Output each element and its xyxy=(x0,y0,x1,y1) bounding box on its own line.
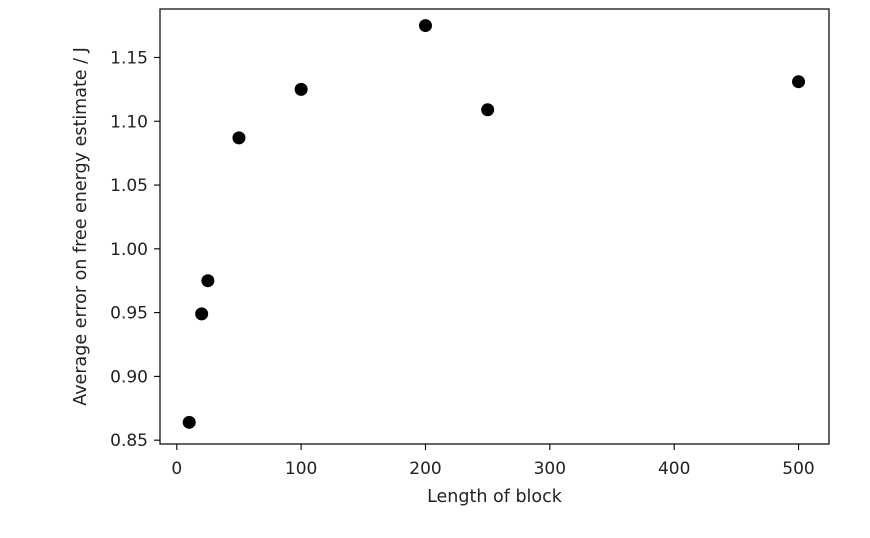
y-tick-label: 1.15 xyxy=(110,48,148,68)
y-tick-label: 1.00 xyxy=(110,240,148,260)
data-points xyxy=(182,19,806,429)
data-point xyxy=(195,307,209,321)
data-point xyxy=(792,75,806,89)
y-tick-label: 1.10 xyxy=(110,112,148,132)
data-point xyxy=(294,82,308,96)
y-tick-label: 1.05 xyxy=(110,176,148,196)
y-tick-label: 0.85 xyxy=(110,431,148,451)
plot-area xyxy=(159,8,830,445)
x-axis-label: Length of block xyxy=(427,487,563,507)
x-tick-label: 0 xyxy=(171,459,182,479)
data-point xyxy=(418,19,432,33)
x-axis-ticks: 0 100 200 300 400 500 xyxy=(171,444,815,479)
x-tick-label: 300 xyxy=(534,459,566,479)
data-point xyxy=(481,103,495,117)
x-tick-label: 400 xyxy=(658,459,690,479)
x-tick-label: 200 xyxy=(409,459,441,479)
y-tick-label: 0.95 xyxy=(110,304,148,324)
y-tick-label: 0.90 xyxy=(110,367,148,387)
x-tick-label: 100 xyxy=(285,459,317,479)
data-point xyxy=(232,131,246,145)
y-axis-ticks: 0.85 0.90 0.95 1.00 1.05 1.10 1.15 xyxy=(110,48,160,451)
x-tick-label: 500 xyxy=(782,459,814,479)
data-point xyxy=(201,274,215,288)
plot-frame xyxy=(159,8,830,445)
y-axis-label: Average error on free energy estimate / … xyxy=(71,47,91,406)
data-point xyxy=(182,415,196,429)
